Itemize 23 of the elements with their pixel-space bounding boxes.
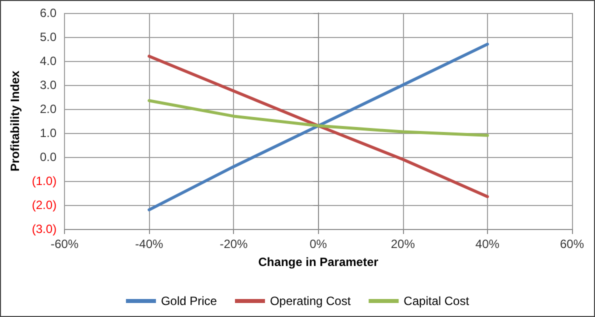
line-series: [148, 99, 489, 137]
legend-label: Capital Cost: [404, 294, 470, 308]
y-tick-label: 2.0: [40, 102, 57, 116]
y-tick-label: (1.0): [32, 174, 57, 188]
y-tick-label: 4.0: [40, 54, 57, 68]
x-tick-label: -20%: [220, 237, 248, 251]
y-tick-label: 1.0: [40, 126, 57, 140]
y-tick-label: (2.0): [32, 198, 57, 212]
y-tick-label: 3.0: [40, 78, 57, 92]
y-tick-label: 6.0: [40, 6, 57, 20]
x-tick-label: 0%: [310, 237, 328, 251]
x-tick-label: -40%: [135, 237, 164, 251]
y-tick-label: 0.0: [40, 150, 57, 164]
y-tick-label: (3.0): [32, 222, 57, 236]
x-tick-label: 40%: [475, 237, 500, 251]
x-tick-label: -60%: [50, 237, 79, 251]
x-axis-title: Change in Parameter: [258, 255, 379, 269]
x-tick-label: 20%: [390, 237, 416, 251]
y-axis-title: Profitability Index: [8, 70, 22, 172]
x-tick-label: 60%: [560, 237, 584, 251]
y-tick-label: 5.0: [40, 30, 57, 44]
legend-label: Gold Price: [160, 294, 218, 308]
legend-label: Operating Cost: [270, 294, 352, 308]
